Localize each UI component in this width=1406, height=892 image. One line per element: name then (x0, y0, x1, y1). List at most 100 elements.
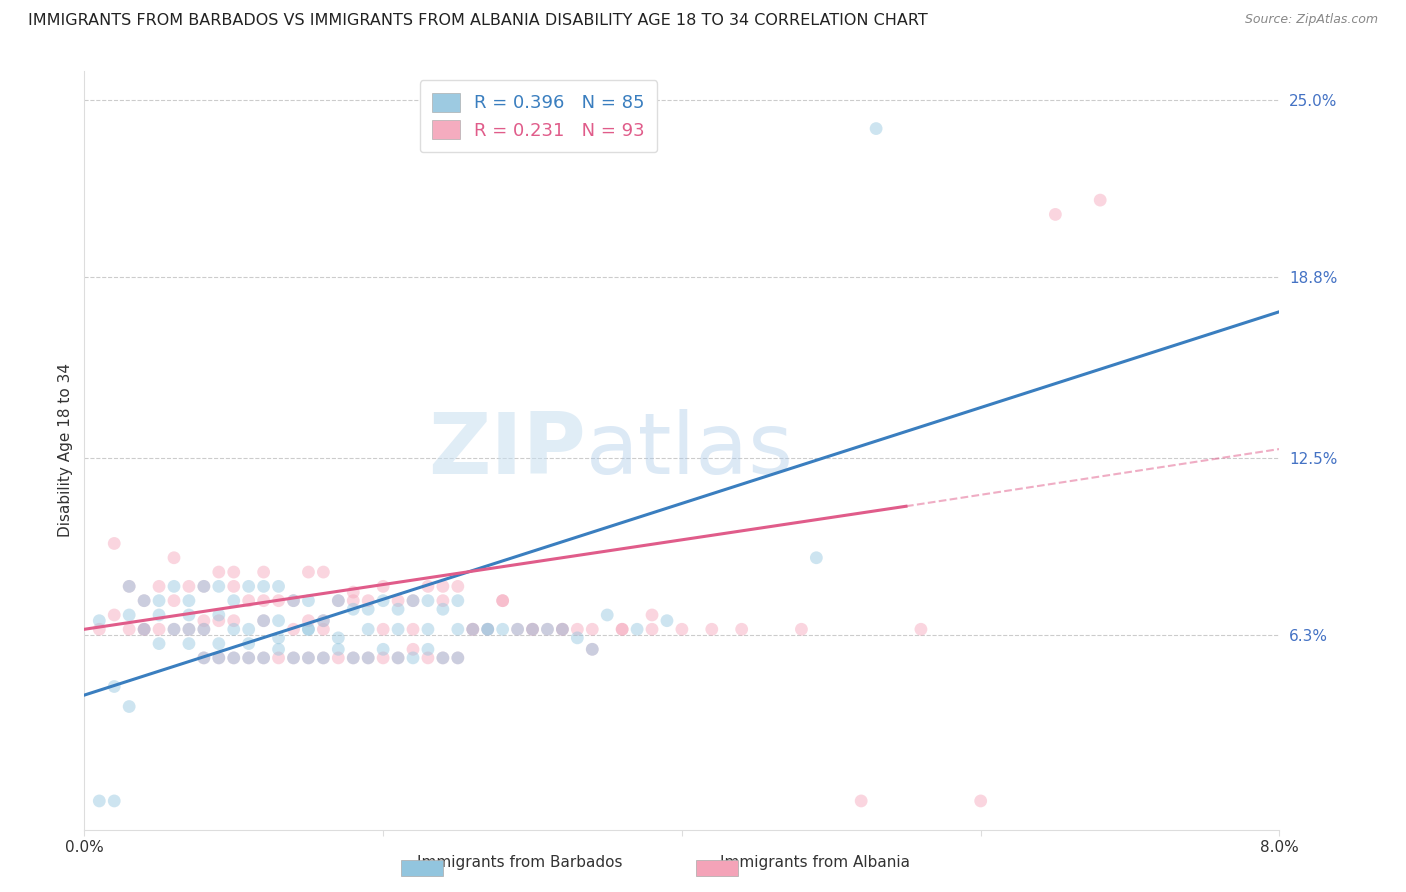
Point (238, 593, 260, 607)
Point (193, 622, 215, 636)
Point (731, 622, 754, 636)
Point (253, 614, 276, 628)
Legend: R = 0.396   N = 85, R = 0.231   N = 93: R = 0.396 N = 85, R = 0.231 N = 93 (420, 80, 657, 153)
Point (238, 651, 260, 665)
Point (581, 642, 603, 657)
Point (477, 622, 499, 636)
Point (238, 579, 260, 593)
Point (447, 593, 470, 607)
Point (865, 121, 887, 136)
Point (253, 651, 276, 665)
Point (416, 593, 439, 607)
Point (177, 579, 200, 593)
Point (641, 607, 664, 622)
Point (148, 637, 170, 651)
Point (222, 593, 245, 607)
Point (297, 565, 319, 579)
Point (208, 651, 231, 665)
Point (506, 622, 529, 636)
Point (477, 622, 499, 636)
Point (103, 607, 125, 622)
Point (342, 585, 364, 599)
Point (148, 607, 170, 622)
Point (461, 622, 484, 636)
Point (910, 622, 932, 636)
Point (222, 579, 245, 593)
Point (163, 593, 186, 607)
Point (253, 651, 276, 665)
Point (253, 593, 276, 607)
Point (387, 593, 409, 607)
Point (297, 614, 319, 628)
Text: Source: ZipAtlas.com: Source: ZipAtlas.com (1244, 13, 1378, 27)
Point (148, 593, 170, 607)
Point (612, 622, 634, 636)
Point (222, 651, 245, 665)
Point (432, 651, 454, 665)
Point (103, 680, 125, 694)
Point (297, 622, 319, 636)
Point (342, 651, 364, 665)
Point (89, 614, 111, 628)
Point (328, 593, 350, 607)
Point (132, 593, 156, 607)
Point (402, 642, 425, 657)
Point (447, 622, 470, 636)
Text: Immigrants from Albania: Immigrants from Albania (720, 855, 911, 870)
Point (118, 607, 141, 622)
Point (283, 651, 305, 665)
Point (238, 651, 260, 665)
Point (222, 565, 245, 579)
Point (357, 651, 380, 665)
Point (193, 651, 215, 665)
Point (177, 622, 200, 636)
Text: atlas: atlas (586, 409, 794, 492)
Point (312, 565, 335, 579)
Point (581, 622, 603, 636)
Point (357, 622, 380, 636)
Point (297, 593, 319, 607)
Point (387, 651, 409, 665)
Point (522, 622, 544, 636)
Point (163, 579, 186, 593)
Point (461, 622, 484, 636)
Point (492, 593, 515, 607)
Point (328, 651, 350, 665)
Point (373, 622, 395, 636)
Point (208, 607, 231, 622)
Point (132, 622, 156, 636)
Point (522, 622, 544, 636)
Point (283, 622, 305, 636)
Text: ZIP: ZIP (429, 409, 586, 492)
Point (790, 622, 813, 636)
Point (328, 642, 350, 657)
Point (373, 651, 395, 665)
Point (1045, 207, 1067, 221)
Point (283, 593, 305, 607)
Point (536, 622, 558, 636)
Point (208, 637, 231, 651)
Point (253, 565, 276, 579)
Point (402, 593, 425, 607)
Point (148, 622, 170, 636)
Point (447, 651, 470, 665)
Point (193, 614, 215, 628)
Point (312, 651, 335, 665)
Point (163, 622, 186, 636)
Point (193, 579, 215, 593)
Point (402, 593, 425, 607)
Point (567, 631, 589, 645)
Point (357, 593, 380, 607)
Point (267, 651, 290, 665)
Point (132, 622, 156, 636)
Point (118, 579, 141, 593)
Point (267, 642, 290, 657)
Point (297, 651, 319, 665)
Point (283, 651, 305, 665)
Point (238, 637, 260, 651)
Point (208, 565, 231, 579)
Point (416, 642, 439, 657)
Point (357, 602, 380, 616)
Point (402, 651, 425, 665)
Point (267, 593, 290, 607)
